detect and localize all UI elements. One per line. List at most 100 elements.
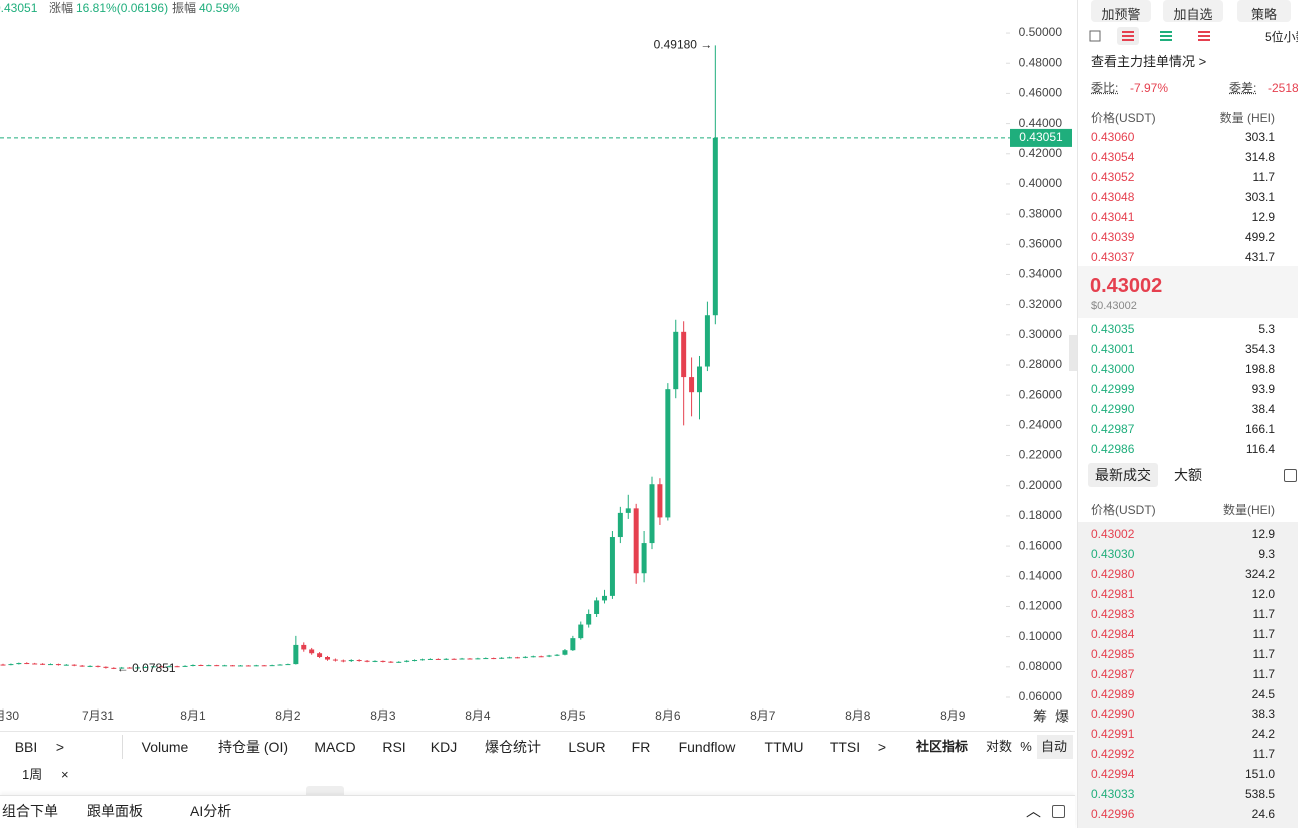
icon[interactable] [1198, 32, 1210, 40]
candle-body [64, 665, 69, 666]
y-tick-label: 0.30000 [1019, 327, 1063, 341]
toolbar-sep [122, 735, 123, 759]
decimals: 5位小数 [1265, 29, 1298, 45]
icon[interactable] [1090, 31, 1100, 41]
candle-body [555, 655, 560, 656]
candle-body [452, 659, 457, 660]
price-cell: 0.43039 [1091, 229, 1134, 245]
indicator[interactable]: Fundflow [679, 739, 736, 755]
candle-body [365, 661, 370, 662]
qty-cell: 116.4 [1246, 441, 1275, 457]
candle-body [420, 659, 425, 660]
x-tick-label: 8月2 [275, 709, 301, 723]
button[interactable]: 加预警 [1091, 0, 1151, 22]
toolbar-option[interactable]: 对数 [986, 739, 1012, 755]
y-tick-label: 0.16000 [1019, 538, 1063, 552]
main-orders-link[interactable]: 查看主力挂单情况 > [1091, 54, 1206, 70]
change-label: 涨幅 [49, 0, 73, 16]
bottom-tab[interactable]: AI分析 [190, 803, 231, 819]
trade-tab[interactable]: 最新成交 [1095, 467, 1151, 483]
toolbar-option[interactable]: % [1020, 739, 1032, 755]
panel-handle[interactable] [306, 786, 344, 795]
indicator[interactable]: LSUR [568, 739, 605, 755]
y-tick-label: 0.34000 [1019, 267, 1063, 281]
candle-body [713, 138, 718, 315]
qty-cell: 38.3 [1252, 706, 1275, 722]
ratio: -7.97% [1130, 80, 1168, 96]
chart: 0.060000.080000.100000.120000.140000.160… [0, 0, 1075, 730]
y-tick-label: 0.12000 [1019, 599, 1063, 613]
candle-body [396, 662, 401, 663]
indicator[interactable]: TTMU [765, 739, 804, 755]
indicator[interactable]: FR [632, 739, 651, 755]
x-tick-label: 7月31 [82, 709, 114, 723]
qty-cell: 24.6 [1252, 806, 1275, 822]
price-cell: 0.43033 [1091, 786, 1134, 802]
price-cell: 0.42981 [1091, 586, 1134, 602]
candle-body [16, 663, 21, 664]
candle-body [388, 662, 393, 663]
axis-tool: 筹 [1033, 709, 1047, 725]
candle-body [444, 659, 449, 660]
bottom-tab[interactable]: 跟单面板 [87, 803, 143, 819]
button[interactable]: 加自选 [1163, 0, 1223, 22]
tag-close[interactable]: × [61, 767, 69, 783]
candle-body [650, 484, 655, 543]
qty-cell: 11.7 [1253, 169, 1275, 185]
candle-body [618, 513, 623, 537]
bottom-tab[interactable]: 组合下单 [2, 803, 58, 819]
candle-body [56, 664, 61, 665]
price-cell: 0.43002 [1091, 526, 1134, 542]
icon[interactable] [1160, 32, 1172, 40]
indicator[interactable]: Volume [142, 739, 189, 755]
toolbar-option[interactable]: 社区指标 [916, 739, 968, 755]
button[interactable]: 策略 [1237, 0, 1291, 22]
mid-usd: $0.43002 [1091, 298, 1137, 314]
indicator[interactable]: 爆仓统计 [485, 739, 541, 755]
toolbar-option[interactable]: 自动 [1041, 739, 1067, 755]
checkbox[interactable] [1284, 469, 1297, 482]
qty-cell: 24.2 [1252, 726, 1275, 742]
x-tick-label: 8月5 [560, 709, 586, 723]
candle-body [634, 508, 639, 573]
indicator[interactable]: KDJ [431, 739, 457, 755]
price-cell: 0.43030 [1091, 546, 1134, 562]
side-handle[interactable] [1069, 335, 1077, 371]
candle-body [657, 484, 662, 517]
indicator[interactable]: MACD [314, 739, 355, 755]
qty-cell: 9.3 [1258, 546, 1275, 562]
indicator[interactable]: RSI [382, 739, 405, 755]
price-cell: 0.42990 [1091, 401, 1134, 417]
qty-cell: 151.0 [1245, 766, 1275, 782]
qty-cell: 314.8 [1245, 149, 1275, 165]
expand-icon[interactable] [1052, 805, 1065, 818]
qty-cell: 198.8 [1245, 361, 1275, 377]
candle-body [372, 661, 377, 662]
indicator[interactable]: TTSI [830, 739, 860, 755]
qty-cell: 11.7 [1253, 606, 1275, 622]
candle-body [48, 664, 53, 665]
trade-tab[interactable]: 大额 [1174, 467, 1202, 483]
indicator[interactable]: > [56, 739, 64, 755]
candle-body [238, 665, 243, 666]
candle-body [547, 655, 552, 656]
y-tick-label: 0.06000 [1019, 689, 1063, 703]
candle-body [88, 666, 93, 667]
indicator[interactable]: > [878, 739, 886, 755]
amp: 40.59% [199, 0, 240, 16]
candle-body [357, 660, 362, 661]
candle-body [341, 660, 346, 661]
candle-body [198, 665, 203, 666]
candle-body [602, 596, 607, 601]
y-tick-label: 0.28000 [1019, 357, 1063, 371]
indicator[interactable]: BBI [15, 739, 38, 755]
price-cell: 0.42980 [1091, 566, 1134, 582]
change: 16.81%(0.06196) [76, 0, 168, 16]
collapse-icon[interactable]: ︿ [1026, 804, 1041, 820]
col-header: 数量 (HEI) [1220, 110, 1275, 126]
candle-body [412, 660, 417, 661]
x-tick-label: 8月6 [655, 709, 681, 723]
price-cell: 0.42987 [1091, 421, 1134, 437]
indicator[interactable]: 持仓量 (OI) [218, 739, 288, 755]
price-cell: 0.42996 [1091, 806, 1134, 822]
